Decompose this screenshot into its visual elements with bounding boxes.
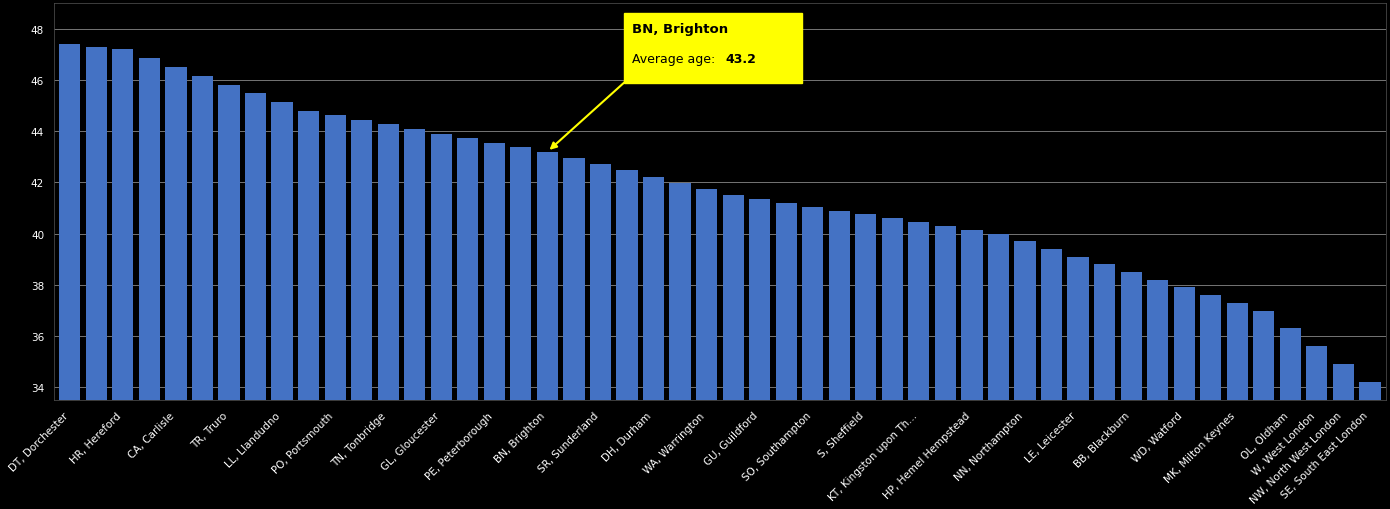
- Bar: [962, 231, 983, 509]
- Bar: [484, 144, 505, 509]
- Bar: [1147, 280, 1168, 509]
- Bar: [218, 86, 239, 509]
- Bar: [1200, 296, 1222, 509]
- Bar: [113, 50, 133, 509]
- Bar: [1359, 382, 1380, 509]
- Bar: [802, 207, 823, 509]
- Bar: [60, 45, 81, 509]
- Bar: [855, 215, 877, 509]
- FancyBboxPatch shape: [624, 14, 802, 83]
- Text: BN, Brighton: BN, Brighton: [632, 23, 728, 36]
- Bar: [908, 223, 930, 509]
- Bar: [616, 171, 638, 509]
- Bar: [828, 211, 849, 509]
- Bar: [1173, 288, 1195, 509]
- Bar: [1333, 364, 1354, 509]
- Bar: [776, 204, 796, 509]
- Bar: [1015, 242, 1036, 509]
- Bar: [1094, 265, 1115, 509]
- Bar: [1254, 311, 1275, 509]
- Bar: [271, 103, 293, 509]
- Bar: [139, 59, 160, 509]
- Bar: [589, 165, 612, 509]
- Bar: [352, 121, 373, 509]
- Bar: [297, 111, 320, 509]
- Bar: [644, 177, 664, 509]
- Bar: [934, 227, 956, 509]
- Bar: [1068, 257, 1088, 509]
- Bar: [723, 196, 744, 509]
- Bar: [749, 200, 770, 509]
- Bar: [457, 139, 478, 509]
- Bar: [881, 219, 904, 509]
- Bar: [510, 148, 531, 509]
- Bar: [192, 77, 213, 509]
- Bar: [1307, 347, 1327, 509]
- Bar: [378, 125, 399, 509]
- Bar: [1280, 329, 1301, 509]
- Bar: [86, 48, 107, 509]
- Bar: [537, 152, 557, 509]
- Bar: [696, 190, 717, 509]
- Bar: [431, 134, 452, 509]
- Bar: [563, 159, 585, 509]
- Bar: [404, 130, 425, 509]
- Text: 43.2: 43.2: [726, 53, 756, 66]
- Text: Average age:: Average age:: [632, 53, 724, 66]
- Bar: [1120, 273, 1141, 509]
- Bar: [670, 183, 691, 509]
- Bar: [324, 116, 346, 509]
- Bar: [245, 94, 265, 509]
- Bar: [988, 234, 1009, 509]
- Bar: [1226, 303, 1248, 509]
- Bar: [165, 68, 186, 509]
- Bar: [1041, 249, 1062, 509]
